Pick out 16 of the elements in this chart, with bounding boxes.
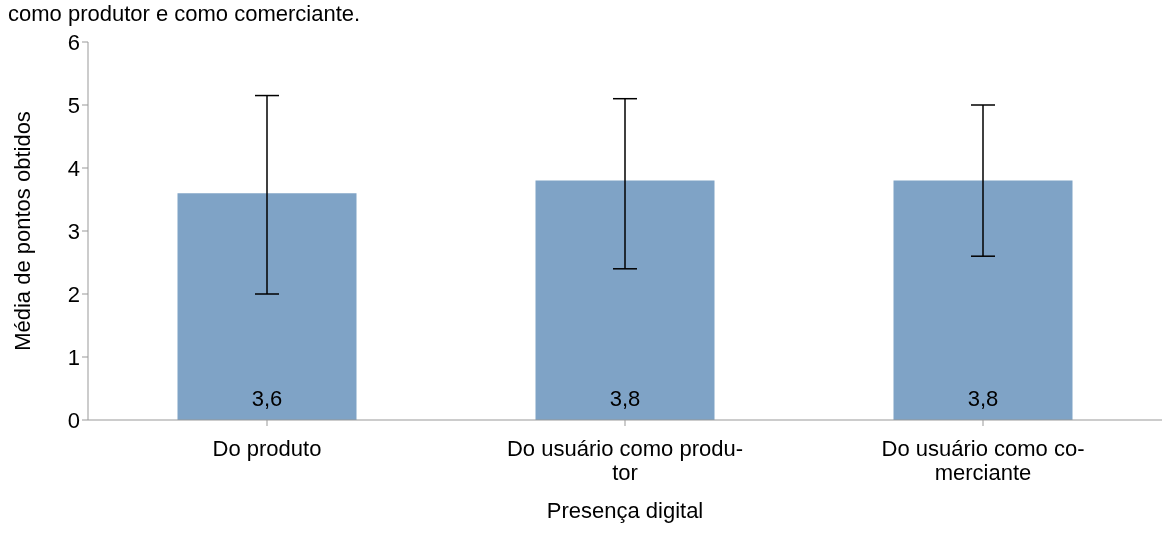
y-tick-label: 0 (67, 407, 80, 433)
text: como produtor e como comerciante. (8, 1, 361, 26)
y-tick-label: 5 (67, 92, 80, 118)
y-axis-title: Média de pontos obtidos (9, 111, 35, 351)
x-tick-label: Do produto (212, 436, 322, 461)
y-tick-label: 4 (67, 155, 80, 181)
y-tick-label: 1 (67, 344, 80, 370)
x-tick-label: Do usuário como co- merciante (881, 436, 1085, 485)
x-axis-title: Presença digital (546, 498, 704, 523)
data-label: 3,8 (967, 386, 999, 411)
y-tick-label: 3 (67, 218, 80, 244)
data-label: 3,8 (609, 386, 641, 411)
y-tick-label: 6 (67, 29, 80, 55)
y-tick-label: 2 (67, 281, 80, 307)
data-label: 3,6 (251, 386, 283, 411)
x-tick-label: Do usuário como produ- tor (506, 436, 744, 485)
